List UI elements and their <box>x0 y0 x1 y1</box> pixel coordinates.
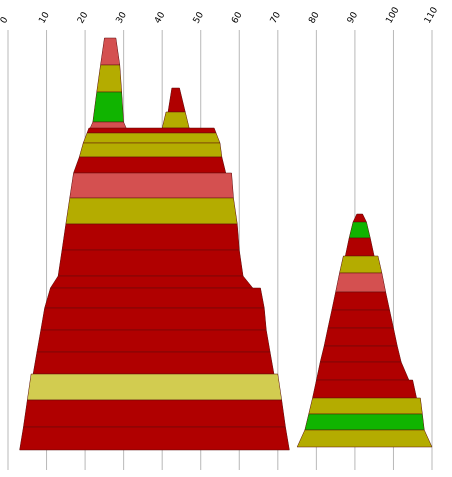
right-mountain-band-3 <box>339 255 383 274</box>
peak-middle-band-0 <box>167 87 186 113</box>
x-tick-label-30: 30 <box>115 10 130 25</box>
x-tick-label-0: 0 <box>0 15 11 25</box>
x-tick-label-10: 10 <box>37 10 52 25</box>
peak-left-band-1 <box>96 64 122 93</box>
x-tick-label-110: 110 <box>423 5 440 25</box>
main-mountain-band-8 <box>49 275 254 289</box>
peak-left-band-2 <box>92 91 124 123</box>
right-mountain-band-1 <box>348 221 371 239</box>
x-tick-label-80: 80 <box>307 10 322 25</box>
x-axis-tick-labels: 0 10 20 30 40 50 60 70 80 90 100 110 <box>0 5 440 25</box>
right-mountain-band-13 <box>296 429 433 448</box>
main-mountain-band-3 <box>73 156 227 174</box>
x-tick-label-20: 20 <box>76 10 91 25</box>
x-tick-label-90: 90 <box>346 10 361 25</box>
main-mountain-band-0 <box>86 127 217 134</box>
main-mountain-band-9 <box>44 287 265 309</box>
x-tick-label-100: 100 <box>384 5 401 25</box>
main-mountain-band-11 <box>36 329 271 353</box>
main-mountain-band-7 <box>57 249 244 277</box>
right-mountain <box>296 213 433 448</box>
main-mountain-band-2 <box>78 142 223 158</box>
x-tick-label-40: 40 <box>153 10 168 25</box>
x-tick-label-60: 60 <box>230 10 245 25</box>
peak-left-band-0 <box>100 37 121 66</box>
main-mountain-band-5 <box>65 197 238 225</box>
area-bands <box>19 37 433 451</box>
right-mountain-band-7 <box>323 327 398 347</box>
main-mountain-band-12 <box>32 351 275 375</box>
main-mountain-band-6 <box>61 223 240 251</box>
right-mountain-band-2 <box>344 237 375 257</box>
main-mountain <box>19 127 290 451</box>
peak-middle-band-1 <box>161 111 190 129</box>
main-mountain-band-1 <box>82 132 221 144</box>
right-mountain-band-11 <box>308 397 423 415</box>
right-mountain-band-12 <box>304 413 425 431</box>
right-mountain-band-9 <box>316 361 410 381</box>
main-mountain-band-4 <box>69 172 234 199</box>
main-mountain-band-13 <box>27 373 282 401</box>
x-tick-label-50: 50 <box>192 10 207 25</box>
x-tick-label-70: 70 <box>269 10 284 25</box>
right-mountain-band-6 <box>327 309 394 329</box>
peak-middle <box>161 87 190 129</box>
right-mountain-band-5 <box>331 291 390 311</box>
peak-left <box>88 37 128 132</box>
right-mountain-band-4 <box>335 272 387 293</box>
main-mountain-band-10 <box>40 307 267 331</box>
right-mountain-band-8 <box>319 345 402 363</box>
right-mountain-band-10 <box>312 379 417 399</box>
main-mountain-band-15 <box>19 426 290 451</box>
main-mountain-band-14 <box>23 399 286 428</box>
